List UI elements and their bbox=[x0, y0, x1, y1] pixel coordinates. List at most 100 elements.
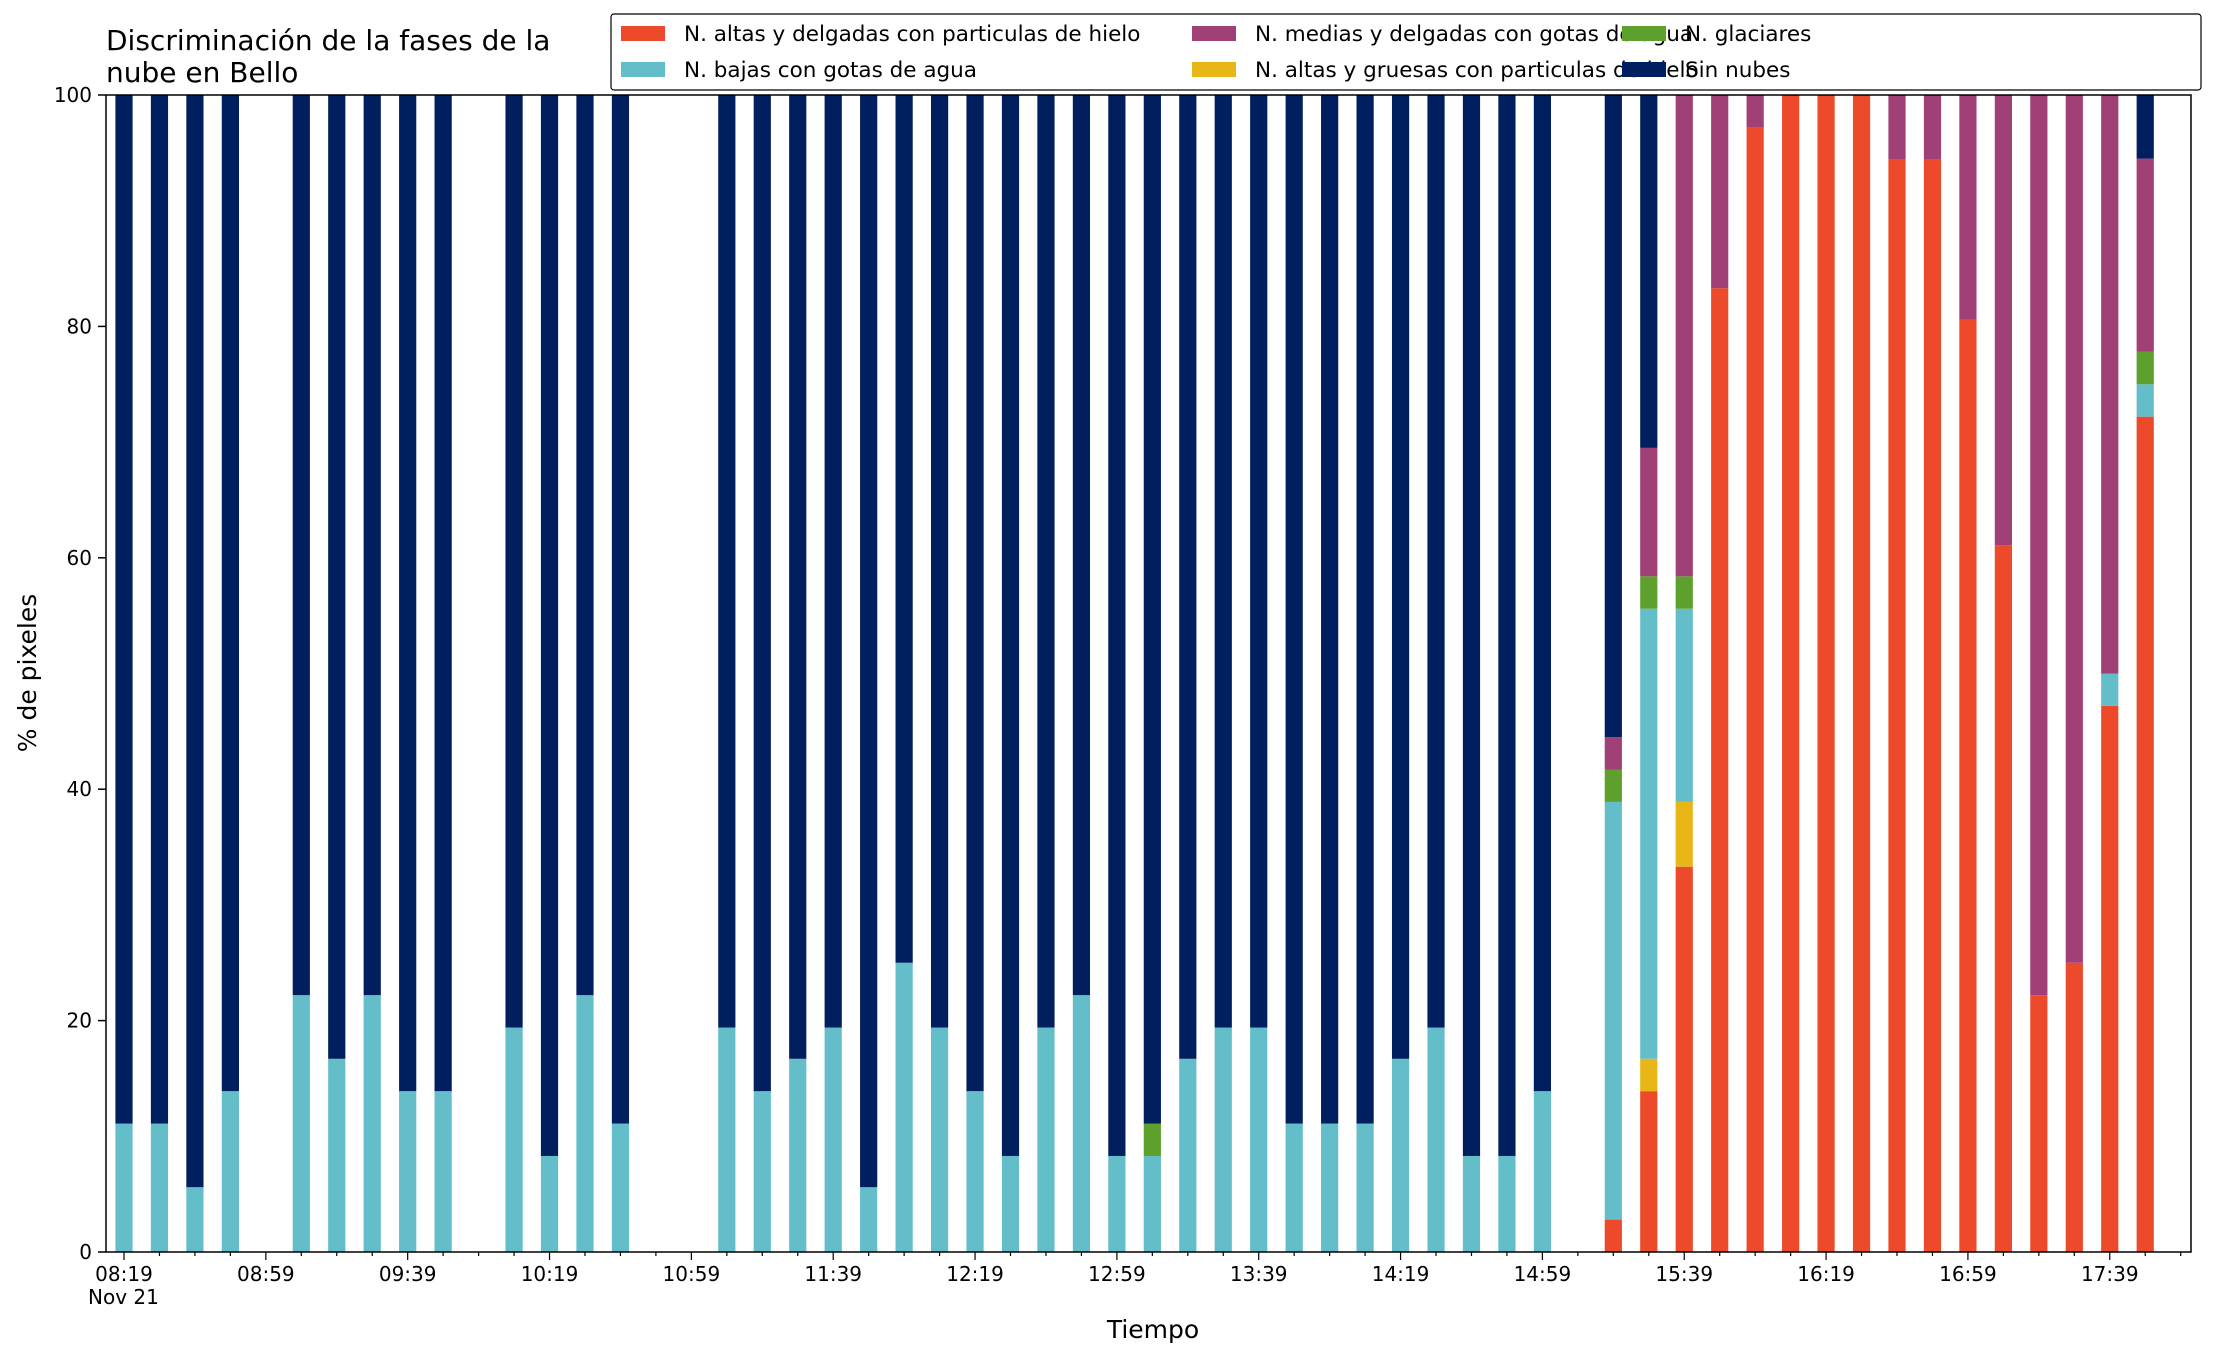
bar-segment bbox=[1994, 95, 2012, 546]
bar-segment bbox=[399, 95, 417, 1092]
bar-segment bbox=[1533, 95, 1551, 1092]
x-axis-label: Tiempo bbox=[1106, 1315, 1199, 1344]
bar-segment bbox=[1321, 95, 1339, 1124]
bar-segment bbox=[115, 1123, 133, 1252]
bar-segment bbox=[1604, 769, 1622, 802]
bar-segment bbox=[1604, 1219, 1622, 1252]
bar-segment bbox=[1001, 1155, 1020, 1252]
bar-segment bbox=[2065, 962, 2083, 1252]
legend-label: N. altas y delgadas con particulas de hi… bbox=[684, 22, 1140, 47]
legend-swatch bbox=[1192, 62, 1236, 77]
legend-label: N. medias y delgadas con gotas de agua bbox=[1255, 22, 1693, 47]
bar-segment bbox=[1143, 1123, 1161, 1156]
x-tick-label: 10:19 bbox=[521, 1262, 579, 1286]
x-tick-label: 14:59 bbox=[1514, 1262, 1572, 1286]
x-tick-label: 09:39 bbox=[379, 1262, 437, 1286]
bar-segment bbox=[115, 95, 133, 1124]
bar-segment bbox=[2101, 95, 2119, 674]
bar-segment bbox=[2136, 95, 2154, 159]
chart-title-line: Discriminación de la fases de la bbox=[106, 24, 550, 57]
bar-segment bbox=[328, 1058, 346, 1252]
bar-segment bbox=[1179, 95, 1197, 1059]
bar-segment bbox=[150, 95, 169, 1124]
bar-segment bbox=[1675, 576, 1693, 609]
bar-segment bbox=[221, 95, 239, 1092]
bar-segment bbox=[2101, 673, 2119, 706]
bar-segment bbox=[2136, 416, 2154, 1252]
bar-segment bbox=[1214, 95, 1232, 1028]
bar-segment bbox=[1250, 95, 1268, 1028]
bar-segment bbox=[2101, 705, 2119, 1252]
bar-segment bbox=[363, 95, 381, 996]
legend-swatch bbox=[1622, 26, 1666, 41]
bar-segment bbox=[1959, 95, 1977, 320]
legend-label: N. bajas con gotas de agua bbox=[684, 58, 977, 83]
bar-segment bbox=[1640, 447, 1658, 577]
legend-label: Sin nubes bbox=[1685, 58, 1790, 83]
bar-segment bbox=[576, 995, 594, 1252]
x-tick-label: 17:39 bbox=[2081, 1262, 2139, 1286]
bar-segment bbox=[789, 95, 807, 1059]
bar-segment bbox=[1072, 995, 1091, 1252]
bar-segment bbox=[1037, 1027, 1055, 1252]
bar-segment bbox=[2136, 158, 2154, 352]
x-tick-label: 12:19 bbox=[946, 1262, 1004, 1286]
bar-segment bbox=[1285, 1123, 1303, 1252]
bar-segment bbox=[895, 962, 913, 1252]
bar-segment bbox=[1640, 576, 1658, 609]
legend-box bbox=[610, 13, 2202, 91]
bar-segment bbox=[1604, 737, 1622, 770]
bar-segment bbox=[1143, 95, 1161, 1124]
bar-segment bbox=[824, 95, 842, 1028]
bar-segment bbox=[966, 1091, 984, 1252]
bar-segment bbox=[1746, 95, 1764, 128]
x-tick-label: 08:59 bbox=[237, 1262, 295, 1286]
bar-segment bbox=[1994, 545, 2012, 1252]
bar-segment bbox=[540, 95, 559, 1156]
bar-segment bbox=[1037, 95, 1055, 1028]
bar-segment bbox=[1675, 801, 1693, 867]
chart-title-line: nube en Bello bbox=[106, 56, 298, 89]
bar-segment bbox=[1462, 95, 1481, 1156]
bar-segment bbox=[328, 95, 346, 1059]
bar-segment bbox=[1391, 1058, 1410, 1252]
bar-segment bbox=[1108, 1155, 1126, 1252]
y-tick-label: 0 bbox=[79, 1240, 92, 1264]
bar-segment bbox=[399, 1091, 417, 1252]
bar-segment bbox=[789, 1058, 807, 1252]
bar-segment bbox=[1533, 1091, 1551, 1252]
bar-segment bbox=[1179, 1058, 1197, 1252]
bar-segment bbox=[1427, 95, 1445, 1028]
bar-segment bbox=[1640, 1091, 1658, 1252]
legend-label: N. glaciares bbox=[1685, 22, 1811, 47]
bar-segment bbox=[2136, 384, 2154, 417]
bar-segment bbox=[2136, 351, 2154, 385]
bar-segment bbox=[1711, 95, 1729, 289]
bar-segment bbox=[221, 1091, 239, 1252]
bar-segment bbox=[1675, 608, 1693, 802]
bar-segment bbox=[434, 1091, 452, 1252]
bar-segment bbox=[1711, 288, 1729, 1253]
y-tick-label: 60 bbox=[67, 546, 92, 570]
legend-swatch bbox=[1622, 62, 1666, 77]
bar-segment bbox=[1640, 608, 1658, 1059]
bar-segment bbox=[1391, 95, 1410, 1059]
bar-segment bbox=[292, 995, 310, 1252]
bar-segment bbox=[1640, 95, 1658, 448]
bar-segment bbox=[930, 1027, 949, 1252]
bar-segment bbox=[1675, 866, 1693, 1252]
x-tick-label: 16:59 bbox=[1939, 1262, 1997, 1286]
bar-segment bbox=[2030, 95, 2048, 996]
bar-segment bbox=[1001, 95, 1020, 1156]
bar-segment bbox=[1462, 1155, 1481, 1252]
bar-segment bbox=[1640, 1058, 1658, 1092]
bar-segment bbox=[1959, 319, 1977, 1253]
x-tick-label: 13:39 bbox=[1230, 1262, 1288, 1286]
bar-segment bbox=[966, 95, 984, 1092]
bar-segment bbox=[1746, 127, 1764, 1252]
y-axis-label: % de pixeles bbox=[13, 594, 42, 752]
bars-group bbox=[115, 95, 2154, 1253]
bar-segment bbox=[1498, 1155, 1516, 1252]
bar-segment bbox=[930, 95, 949, 1028]
